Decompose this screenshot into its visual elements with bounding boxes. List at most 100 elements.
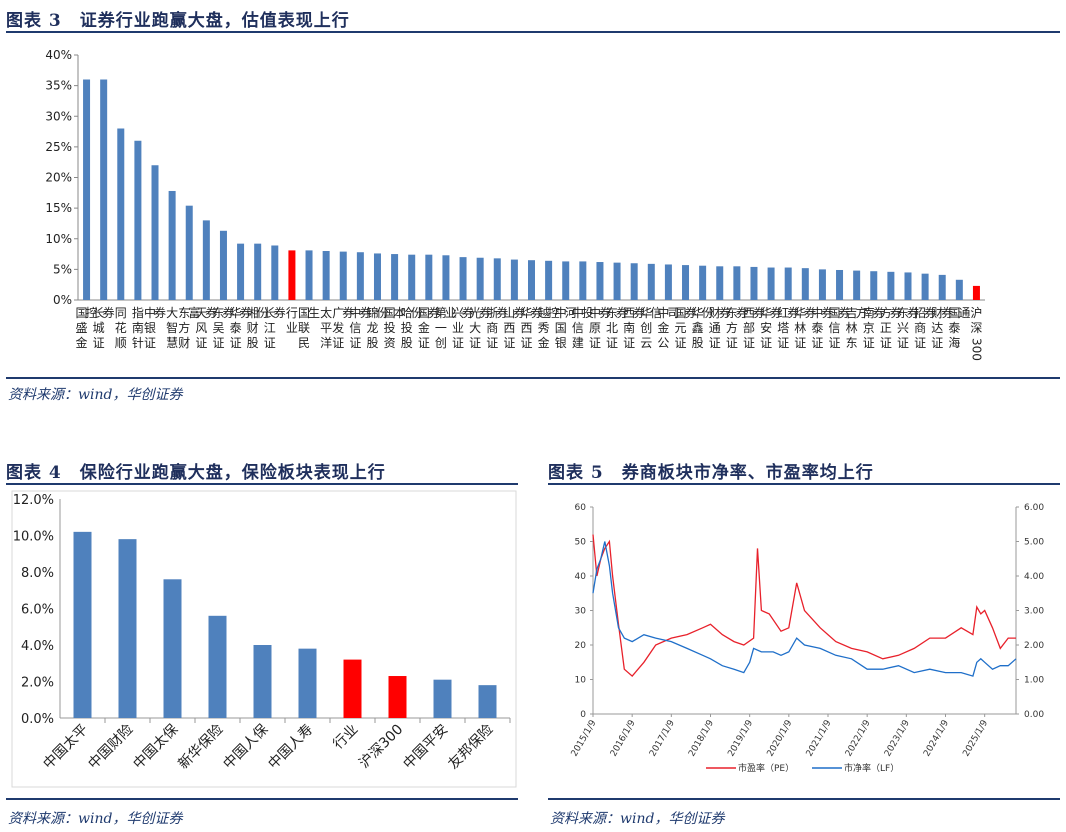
x-label-国元证券-char: 元 (675, 321, 687, 335)
x-label-吉林东方-char: 林 (846, 321, 858, 335)
x-label-山西证券-char: 山 (503, 306, 515, 320)
x-label-国盛金控-char: 控 (86, 306, 98, 320)
x-label-东吴证券-char: 券 (222, 305, 234, 320)
x-label-大智慧-char: 智 (166, 320, 178, 335)
left-tick-label: 40 (575, 572, 587, 582)
bar-广发证券 (339, 251, 347, 300)
x-label-东方财富-char: 富 (188, 305, 200, 320)
x-label-东方证券-char: 东 (726, 306, 738, 320)
x-label-同花顺-char: 花 (115, 320, 127, 335)
bar-指南针 (134, 140, 142, 300)
x-label-中金公司-char: 公 (657, 336, 669, 350)
x-label-红塔证券-char: 券 (787, 305, 799, 320)
x-label-中国银河-char: 河 (565, 306, 577, 320)
bar-西部证券 (750, 266, 758, 300)
x-label-华安证券-char: 证 (760, 336, 772, 350)
x-tick-label: 2020/1/9 (766, 718, 795, 758)
x-label-国盛金控-char: 盛 (76, 320, 88, 335)
x-label-华林证券-char: 林 (794, 321, 806, 335)
bar-哈投股份 (408, 254, 416, 300)
bar-东兴证券 (904, 272, 912, 300)
x-label-财达证券-char: 证 (931, 336, 943, 350)
x-label-东兴证券-char: 证 (897, 336, 909, 350)
figure4-bottom-rule (6, 798, 518, 800)
x-label-国元证券-char: 证 (675, 336, 687, 350)
x-label-兴业证券-char: 证 (452, 336, 464, 350)
bar-华泰证券 (237, 243, 245, 300)
x-label-东方证券-char: 方 (726, 320, 738, 335)
x-label-华林证券-char: 华 (794, 306, 806, 320)
y-tick-label: 10% (45, 232, 72, 246)
figure4-source: 资料来源：wind，华创证券 (8, 811, 183, 827)
x-label-华鑫股份-char: 份 (702, 306, 714, 320)
x-label-招商证券-char: 商 (914, 320, 926, 335)
x-label-中信证券-char: 信 (349, 321, 361, 335)
x-label-天风证券-char: 券 (205, 305, 217, 320)
bar-中银证券 (151, 165, 159, 300)
x-label-国金证券-char: 国 (418, 306, 430, 320)
x-label-吉林东方-char: 吉 (846, 306, 858, 320)
x-label-中信建投-char: 投 (582, 305, 594, 320)
chart4-border (11, 490, 517, 788)
x-label-沪深300-char: 深 (970, 321, 982, 335)
bar-长城证券 (100, 79, 108, 300)
x-label-东兴证券-char: 兴 (897, 321, 909, 335)
right-tick-label: 0.00 (1024, 710, 1044, 720)
x-label-光大证券-char: 大 (469, 321, 481, 335)
x-label-东方财富-char: 方 (178, 320, 190, 335)
x-label-东北证券-char: 券 (616, 305, 628, 320)
x-label-越秀金控-char: 金 (538, 335, 550, 350)
x-label-方正证券-char: 方 (880, 305, 892, 320)
x-label-华创云信-char: 创 (640, 321, 652, 335)
bar-中国银河 (562, 261, 570, 300)
x-label-大智慧-char: 大 (166, 306, 178, 320)
x-label-中原证券-char: 证 (589, 336, 601, 350)
x-label-国盛金控-char: 国 (76, 306, 88, 320)
x-label-湘财股份-char: 财 (247, 321, 259, 335)
bar-中原证券 (596, 262, 604, 300)
x-label-红塔证券-char: 证 (777, 336, 789, 350)
figure3-title: 图表 3 证券行业跑赢大盘，估值表现上行 (6, 11, 350, 31)
x-label-西南证券-char: 券 (633, 305, 645, 320)
x-label-华创云信-char: 华 (640, 306, 652, 320)
x-label-华安证券-char: 安 (760, 320, 772, 335)
x-label-中原证券-char: 原 (589, 321, 601, 335)
bar-行业 (288, 250, 296, 300)
x-label-方正证券-char: 券 (890, 305, 902, 320)
x-label-第一创业-char: 创 (435, 336, 447, 350)
right-tick-label: 3.00 (1024, 607, 1044, 617)
x-label-国信证券-char: 国 (829, 306, 841, 320)
x-label-中泰证券-char: 券 (821, 305, 833, 320)
x-label-山西证券-char: 证 (503, 336, 515, 350)
x-label-国信证券-char: 券 (839, 305, 851, 320)
x-label-长城证券-char: 证 (93, 336, 105, 350)
bar-新华保险 (208, 615, 227, 718)
x-label-华西证券-char: 华 (520, 306, 532, 320)
x-label-长江证券-char: 长 (264, 306, 276, 320)
bar-东方证券 (733, 266, 741, 300)
x-label-国投资本-char: 国 (384, 306, 396, 320)
x-label-哈投股份-char: 投 (401, 320, 413, 335)
bar-光大证券 (476, 257, 484, 300)
x-label-哈投股份-char: 哈 (401, 306, 413, 320)
legend-pb-label: 市净率（LF） (844, 762, 899, 774)
y-tick-label: 0% (53, 293, 72, 307)
series-pb-line (592, 541, 1017, 677)
x-label-华西证券-char: 西 (520, 321, 532, 335)
left-tick-label: 60 (575, 503, 587, 513)
x-label-中泰证券-char: 中 (811, 305, 823, 320)
bar-行业 (343, 659, 362, 718)
bar-国金证券 (425, 254, 433, 300)
x-label-太平洋-char: 平 (320, 321, 332, 335)
x-label-湘财股份-char: 股 (247, 336, 259, 350)
x-label-hs300-num: 300 (969, 338, 983, 361)
x-label-中信证券-char: 中 (349, 305, 361, 320)
x-label-中银证券-char: 中 (144, 305, 156, 320)
chart-broker-valuation: 0 10 20 30 40 50 60 0.00 1.00 2.00 3.00 4.00 5.00 6.0… (570, 503, 1045, 774)
x-label-华安证券-char: 券 (770, 305, 782, 320)
x-label-东吴证券-char: 东 (212, 306, 224, 320)
x-label-国泰海通-char: 通 (958, 306, 970, 320)
x-label-西部证券-char: 证 (743, 336, 755, 350)
x-label-第一创业-char: 一 (435, 321, 447, 335)
